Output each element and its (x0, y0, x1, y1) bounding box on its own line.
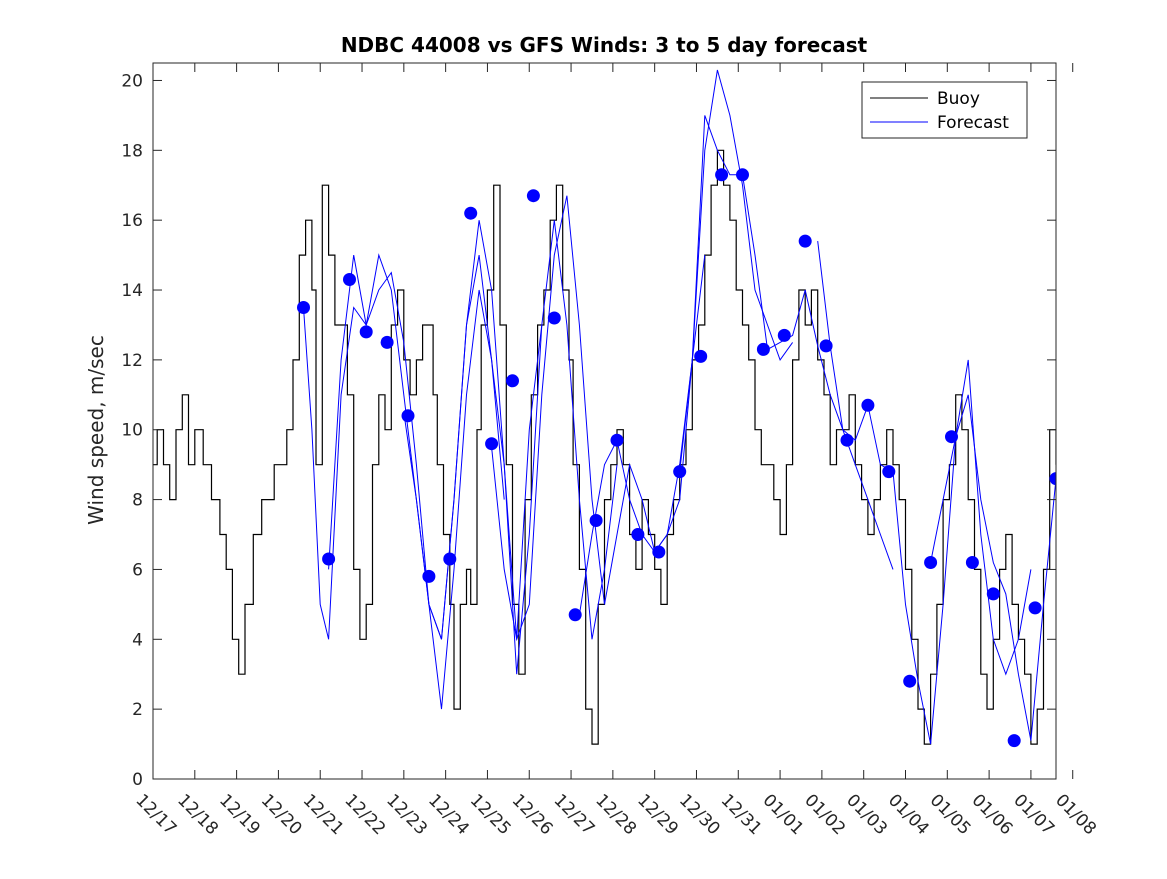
y-tick-label: 8 (132, 491, 143, 511)
forecast-marker-29 (903, 674, 917, 688)
forecast-marker-19 (694, 349, 708, 363)
x-tick-label: 01/01 (759, 790, 808, 839)
forecast-marker-16 (631, 528, 645, 541)
forecast-marker-21 (736, 168, 749, 182)
x-tick-label: 12/26 (508, 790, 557, 839)
forecast-marker-5 (401, 409, 415, 423)
forecast-marker-14 (589, 514, 603, 527)
forecast-marker-0 (297, 301, 310, 314)
y-tick-label: 18 (121, 141, 143, 161)
forecast-marker-6 (422, 569, 436, 583)
forecast-marker-26 (840, 433, 854, 447)
y-tick-label: 16 (121, 211, 143, 231)
y-tick-label: 20 (121, 71, 143, 91)
legend: Buoy Forecast (861, 81, 1028, 139)
x-tick-label: 12/27 (550, 790, 599, 839)
forecast-marker-13 (568, 608, 582, 622)
x-tick-label: 12/23 (382, 790, 431, 839)
forecast-marker-7 (443, 552, 457, 566)
forecast-run-line-1 (328, 253, 543, 640)
forecast-marker-15 (610, 433, 624, 447)
x-tick-label: 12/17 (131, 790, 180, 839)
x-tick-label: 12/20 (257, 790, 306, 839)
legend-forecast-label: Forecast (937, 113, 1009, 133)
forecast-marker-23 (777, 328, 791, 342)
forecast-marker-35 (1028, 601, 1042, 615)
x-tick-label: 12/25 (466, 790, 515, 839)
x-tick-label: 12/24 (424, 790, 473, 839)
forecast-marker-31 (945, 430, 958, 444)
legend-box (861, 81, 1028, 139)
forecast-run-line-2 (403, 220, 618, 675)
x-tick-label: 12/19 (215, 790, 264, 839)
forecast-marker-12 (547, 311, 561, 325)
forecast-marker-8 (464, 206, 478, 220)
y-axis-label: Wind speed, m/sec (84, 335, 108, 525)
buoy-series-line (153, 149, 1056, 745)
legend-buoy-label: Buoy (937, 89, 980, 109)
forecast-marker-9 (485, 437, 499, 451)
plot-frame (152, 62, 1057, 780)
forecast-run-line-3 (491, 195, 706, 642)
x-tick-label: 01/05 (926, 790, 975, 839)
forecast-marker-27 (861, 398, 875, 412)
x-tick-label: 12/22 (340, 790, 389, 839)
y-tick-label: 10 (121, 421, 143, 441)
forecast-marker-34 (1007, 734, 1021, 748)
x-tick-label: 01/02 (800, 790, 849, 839)
forecast-marker-22 (756, 342, 770, 356)
plot-layer (153, 69, 1056, 748)
x-tick-label: 12/31 (717, 790, 766, 839)
x-tick-label: 12/29 (633, 790, 682, 839)
forecast-marker-3 (359, 325, 373, 339)
forecast-run-line-7 (930, 394, 1056, 741)
forecast-marker-30 (924, 556, 938, 569)
forecast-run-line-0 (303, 271, 505, 710)
x-tick-label: 01/06 (968, 790, 1017, 839)
y-tick-label: 14 (121, 281, 143, 301)
forecast-marker-20 (715, 168, 729, 182)
forecast-marker-33 (986, 587, 1000, 601)
forecast-marker-4 (380, 335, 394, 349)
forecast-marker-1 (322, 552, 336, 566)
x-tick-label: 12/30 (675, 790, 724, 839)
x-tick-label: 01/08 (1051, 790, 1100, 839)
forecast-marker-11 (526, 189, 540, 203)
y-tick-label: 4 (132, 630, 143, 650)
forecast-marker-28 (882, 465, 896, 479)
y-tick-label: 0 (132, 770, 143, 790)
chart-title: NDBC 44008 vs GFS Winds: 3 to 5 day fore… (341, 33, 868, 57)
forecast-marker-17 (652, 545, 666, 559)
forecast-marker-24 (798, 234, 812, 248)
forecast-marker-2 (343, 273, 356, 286)
x-tick-label: 12/28 (591, 790, 640, 839)
forecast-marker-10 (506, 374, 519, 388)
forecast-run-line-6 (817, 241, 1032, 745)
x-tick-label: 01/03 (842, 790, 891, 839)
forecast-marker-18 (673, 465, 687, 479)
y-tick-label: 12 (121, 351, 143, 371)
forecast-run-line-4 (578, 69, 794, 615)
x-tick-label: 12/18 (173, 790, 222, 839)
forecast-marker-36 (1049, 472, 1056, 486)
forecast-marker-32 (965, 556, 979, 569)
x-tick-label: 01/07 (1009, 790, 1058, 839)
forecast-marker-25 (819, 339, 833, 353)
y-tick-label: 2 (132, 700, 143, 720)
x-tick-label: 12/21 (299, 790, 348, 839)
y-tick-label: 6 (132, 560, 143, 580)
x-tick-label: 01/04 (884, 790, 933, 839)
